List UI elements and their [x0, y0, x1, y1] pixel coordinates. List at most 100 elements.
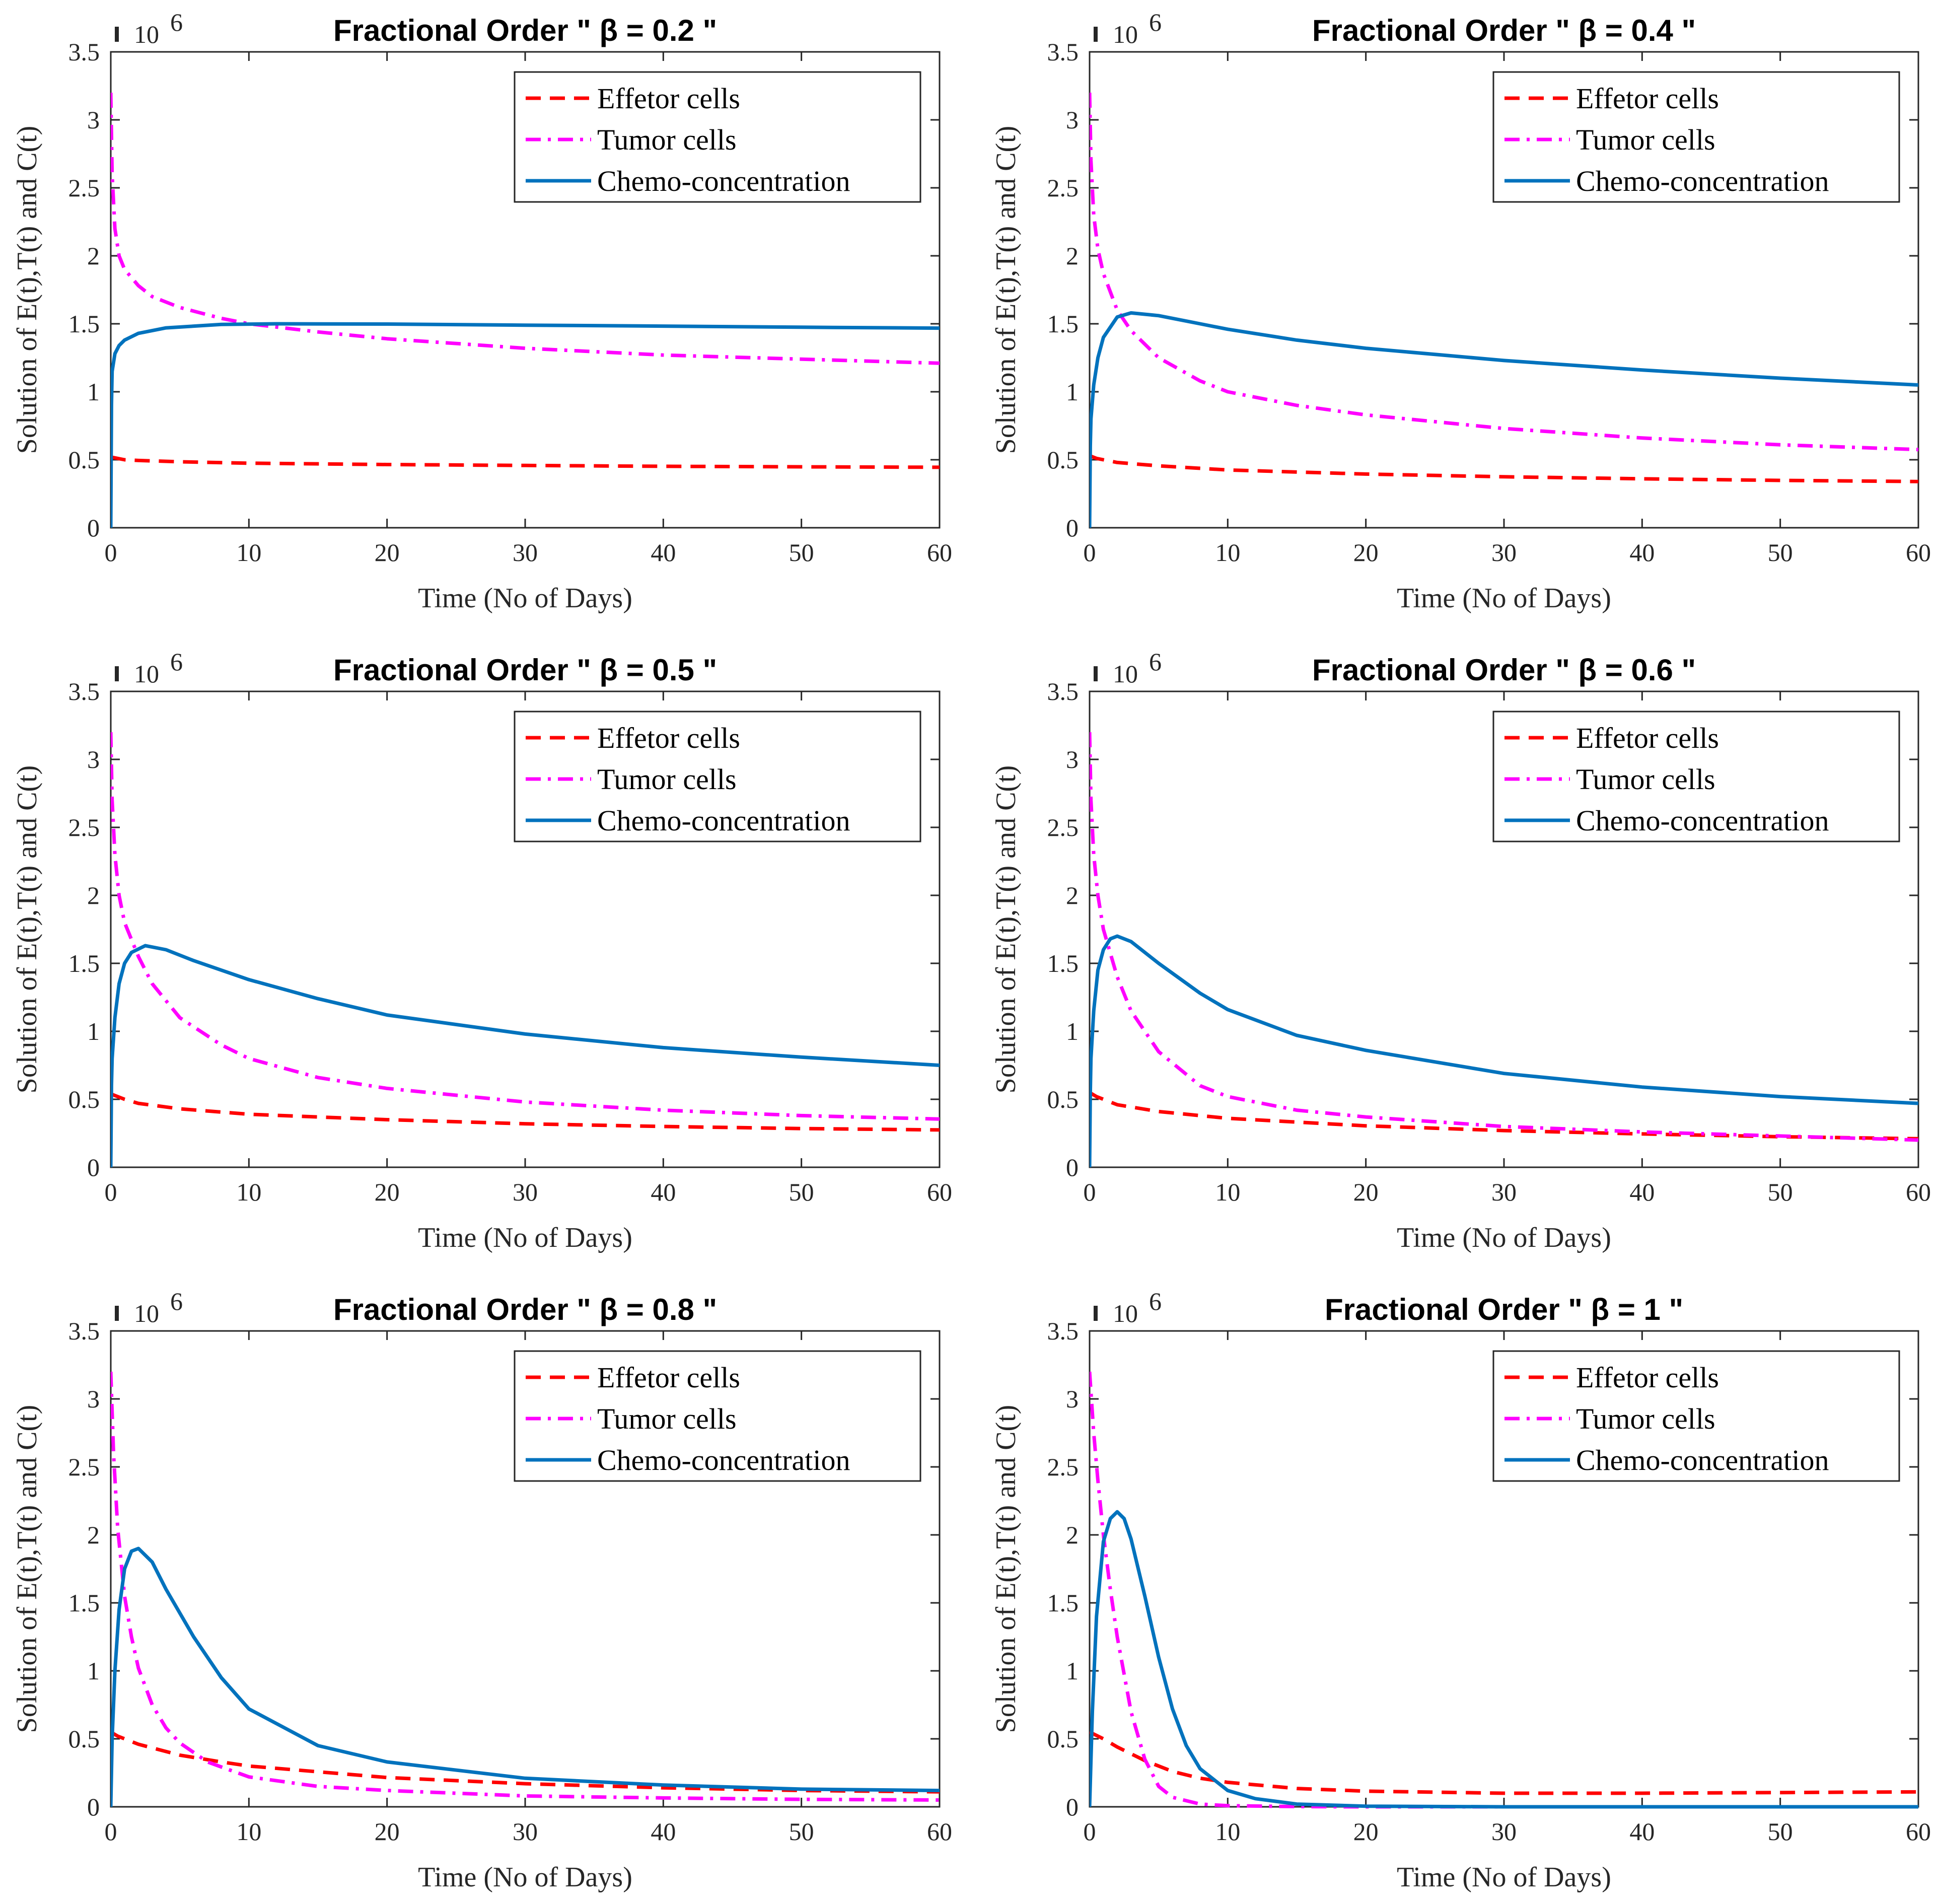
- series-line-effetor-cells: [111, 455, 940, 469]
- series-line-tumor-cells: [1090, 732, 1918, 1142]
- x-tick-label: 30: [1491, 1817, 1517, 1846]
- x-tick-label: 0: [1084, 1178, 1096, 1206]
- x-tick-label: 20: [375, 1178, 400, 1206]
- chart-title: Fractional Order " β = 1 ": [1325, 1293, 1683, 1326]
- y-tick-label: 0: [1066, 514, 1079, 542]
- y-multiplier-base: 10: [1113, 1299, 1138, 1327]
- legend-entry-label: Chemo-concentration: [1576, 1444, 1829, 1476]
- chart-panel-6: 0 10 20 30 40 50 60 0 0.5 1 1.5 2 2.5 3 3.5 10 6 Fraction…: [990, 1287, 1931, 1893]
- x-tick-label: 0: [1084, 1817, 1096, 1846]
- x-tick-label: 30: [1491, 538, 1517, 567]
- series-line-effetor-cells: [1090, 454, 1918, 483]
- y-tick-label: 2.5: [1047, 174, 1079, 202]
- y-tick-label: 2: [87, 242, 100, 270]
- y-tick-label: 3: [1066, 106, 1079, 134]
- y-multiplier-base: 10: [1113, 20, 1138, 48]
- y-multiplier-exponent: 6: [170, 1287, 183, 1315]
- x-tick-label: 60: [1906, 538, 1931, 567]
- y-tick-label: 3.5: [68, 677, 100, 706]
- x-tick-label: 20: [1353, 538, 1379, 567]
- chart-title: Fractional Order " β = 0.6 ": [1312, 653, 1696, 687]
- x-tick-label: 30: [513, 1817, 538, 1846]
- chart-title: Fractional Order " β = 0.8 ": [333, 1293, 717, 1326]
- x-tick-label: 50: [789, 1817, 814, 1846]
- chart-panel-1: 0 10 20 30 40 50 60 0 0.5 1 1.5 2 2.5 3 3.5 10 6 Fraction…: [12, 8, 952, 614]
- chart-panel-5: 0 10 20 30 40 50 60 0 0.5 1 1.5 2 2.5 3 3.5 10 6 Fraction…: [12, 1287, 952, 1893]
- y-tick-label: 1.5: [1047, 310, 1079, 338]
- x-tick-label: 40: [1629, 1178, 1655, 1206]
- series-line-effetor-cells: [111, 1730, 940, 1794]
- legend-entry-label: Effetor cells: [1576, 1361, 1719, 1394]
- series-line-chemo-concentration: [1090, 1510, 1918, 1809]
- y-tick-label: 2.5: [68, 174, 100, 202]
- legend-entry-label: Chemo-concentration: [1576, 804, 1829, 837]
- x-tick-label: 40: [1629, 538, 1655, 567]
- y-tick-label: 0.5: [1047, 446, 1079, 474]
- legend-entry-label: Tumor cells: [597, 763, 737, 796]
- x-tick-label: 30: [513, 538, 538, 567]
- x-axis-label: Time (No of Days): [418, 1862, 632, 1893]
- y-multiplier-base: 10: [134, 20, 159, 48]
- y-axis-label: Solution of E(t),T(t) and C(t): [990, 126, 1022, 454]
- y-tick-label: 0.5: [68, 446, 100, 474]
- y-tick-label: 0.5: [68, 1085, 100, 1113]
- chart-panel-3: 0 10 20 30 40 50 60 0 0.5 1 1.5 2 2.5 3 3.5 10 6 Fraction…: [12, 648, 952, 1253]
- legend: Effetor cells Tumor cells Chemo-concentrat…: [1492, 1350, 1900, 1482]
- x-tick-label: 10: [236, 1178, 261, 1206]
- series-line-tumor-cells: [111, 92, 940, 365]
- legend-entry-label: Effetor cells: [597, 82, 740, 115]
- y-tick-label: 2.5: [1047, 813, 1079, 841]
- series-line-tumor-cells: [111, 732, 940, 1121]
- y-tick-label: 2: [87, 881, 100, 909]
- x-tick-label: 10: [236, 538, 261, 567]
- x-axis-label: Time (No of Days): [1397, 583, 1611, 614]
- series-line-chemo-concentration: [111, 944, 940, 1168]
- x-tick-label: 50: [1768, 538, 1793, 567]
- x-tick-label: 30: [513, 1178, 538, 1206]
- x-tick-label: 20: [1353, 1178, 1379, 1206]
- x-tick-label: 20: [1353, 1817, 1379, 1846]
- x-tick-label: 10: [1215, 1817, 1240, 1846]
- legend: Effetor cells Tumor cells Chemo-concentrat…: [1492, 711, 1900, 842]
- y-tick-label: 0: [1066, 1153, 1079, 1181]
- x-tick-label: 0: [105, 1817, 117, 1846]
- multiplier-glyph: [115, 1306, 119, 1321]
- series-line-chemo-concentration: [111, 322, 940, 528]
- x-tick-label: 50: [1768, 1817, 1793, 1846]
- x-tick-label: 60: [927, 1817, 952, 1846]
- y-tick-label: 1.5: [1047, 1589, 1079, 1617]
- legend-entry-label: Chemo-concentration: [1576, 165, 1829, 197]
- y-multiplier-exponent: 6: [170, 648, 183, 676]
- legend-entry-label: Tumor cells: [1576, 763, 1715, 796]
- x-tick-label: 60: [1906, 1178, 1931, 1206]
- y-multiplier-exponent: 6: [170, 8, 183, 36]
- y-tick-label: 3.5: [1047, 1317, 1079, 1345]
- y-tick-label: 2: [1066, 1521, 1079, 1549]
- x-tick-label: 60: [927, 1178, 952, 1206]
- y-tick-label: 1.5: [68, 1589, 100, 1617]
- series-line-effetor-cells: [1090, 1091, 1918, 1141]
- legend-entry-label: Tumor cells: [1576, 1402, 1715, 1435]
- series-line-effetor-cells: [111, 1092, 940, 1132]
- y-axis-label: Solution of E(t),T(t) and C(t): [990, 1405, 1022, 1733]
- chart-title: Fractional Order " β = 0.5 ": [333, 653, 717, 687]
- legend-entry-label: Chemo-concentration: [597, 1444, 850, 1476]
- y-tick-label: 3.5: [68, 1317, 100, 1345]
- chart-panel-2: 0 10 20 30 40 50 60 0 0.5 1 1.5 2 2.5 3 3.5 10 6 Fraction…: [990, 8, 1931, 614]
- series-line-tumor-cells: [1090, 92, 1918, 452]
- y-axis-label: Solution of E(t),T(t) and C(t): [12, 1405, 43, 1733]
- legend: Effetor cells Tumor cells Chemo-concentrat…: [1492, 71, 1900, 203]
- y-axis-label: Solution of E(t),T(t) and C(t): [12, 126, 43, 454]
- y-tick-label: 0.5: [68, 1725, 100, 1753]
- multiplier-glyph: [115, 27, 119, 42]
- x-tick-label: 60: [1906, 1817, 1931, 1846]
- multiplier-glyph: [1094, 27, 1098, 42]
- y-tick-label: 2: [1066, 242, 1079, 270]
- series-line-effetor-cells: [1090, 1730, 1918, 1795]
- y-tick-label: 3: [87, 745, 100, 773]
- legend-entry-label: Tumor cells: [597, 1402, 737, 1435]
- series-line-chemo-concentration: [111, 1546, 940, 1807]
- legend-entry-label: Chemo-concentration: [597, 165, 850, 197]
- y-multiplier-exponent: 6: [1149, 8, 1162, 36]
- x-tick-label: 20: [375, 538, 400, 567]
